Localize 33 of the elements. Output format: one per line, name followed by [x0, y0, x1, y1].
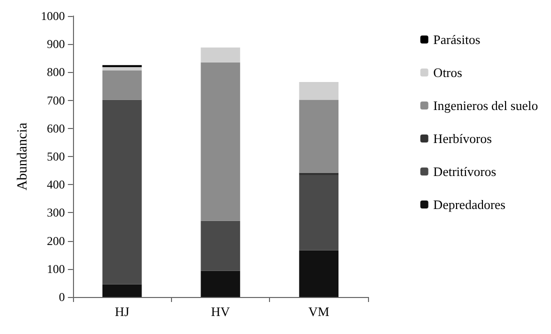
y-tick-label: 200	[46, 234, 65, 248]
y-axis-title: Abundancia	[16, 122, 30, 190]
bar	[102, 67, 142, 71]
bar	[102, 100, 142, 284]
y-tick-label: 1000	[40, 9, 65, 23]
y-tick-label: 500	[46, 150, 65, 164]
y-tick-label: 800	[46, 65, 65, 80]
y-tick-label: 600	[46, 121, 65, 136]
y-tick-label: 900	[46, 37, 65, 52]
bar	[200, 220, 240, 271]
legend-label: Herbívoros	[433, 131, 492, 146]
x-tick-label: HJ	[114, 304, 130, 319]
bar	[299, 250, 338, 297]
bar	[200, 62, 240, 221]
bar	[102, 284, 142, 297]
bar	[299, 100, 338, 173]
y-tick-label: 700	[46, 93, 65, 108]
y-tick-label: 0	[58, 290, 65, 304]
x-tick-label: HV	[211, 304, 230, 319]
y-tick-label: 100	[46, 262, 65, 276]
bar	[102, 70, 142, 100]
bar	[200, 47, 240, 62]
y-tick-label: 400	[46, 178, 65, 192]
bar	[200, 270, 240, 297]
bar	[299, 175, 338, 250]
x-tick-label: VM	[308, 304, 330, 319]
legend-label: Parásitos	[433, 32, 480, 47]
y-tick-label: 300	[46, 206, 65, 220]
bar	[299, 82, 338, 100]
legend-label: Depredadores	[433, 197, 506, 212]
legend-label: Detritívoros	[433, 164, 496, 179]
legend-label: Ingenieros del suelo	[433, 98, 538, 113]
legend-label: Otros	[433, 65, 462, 80]
